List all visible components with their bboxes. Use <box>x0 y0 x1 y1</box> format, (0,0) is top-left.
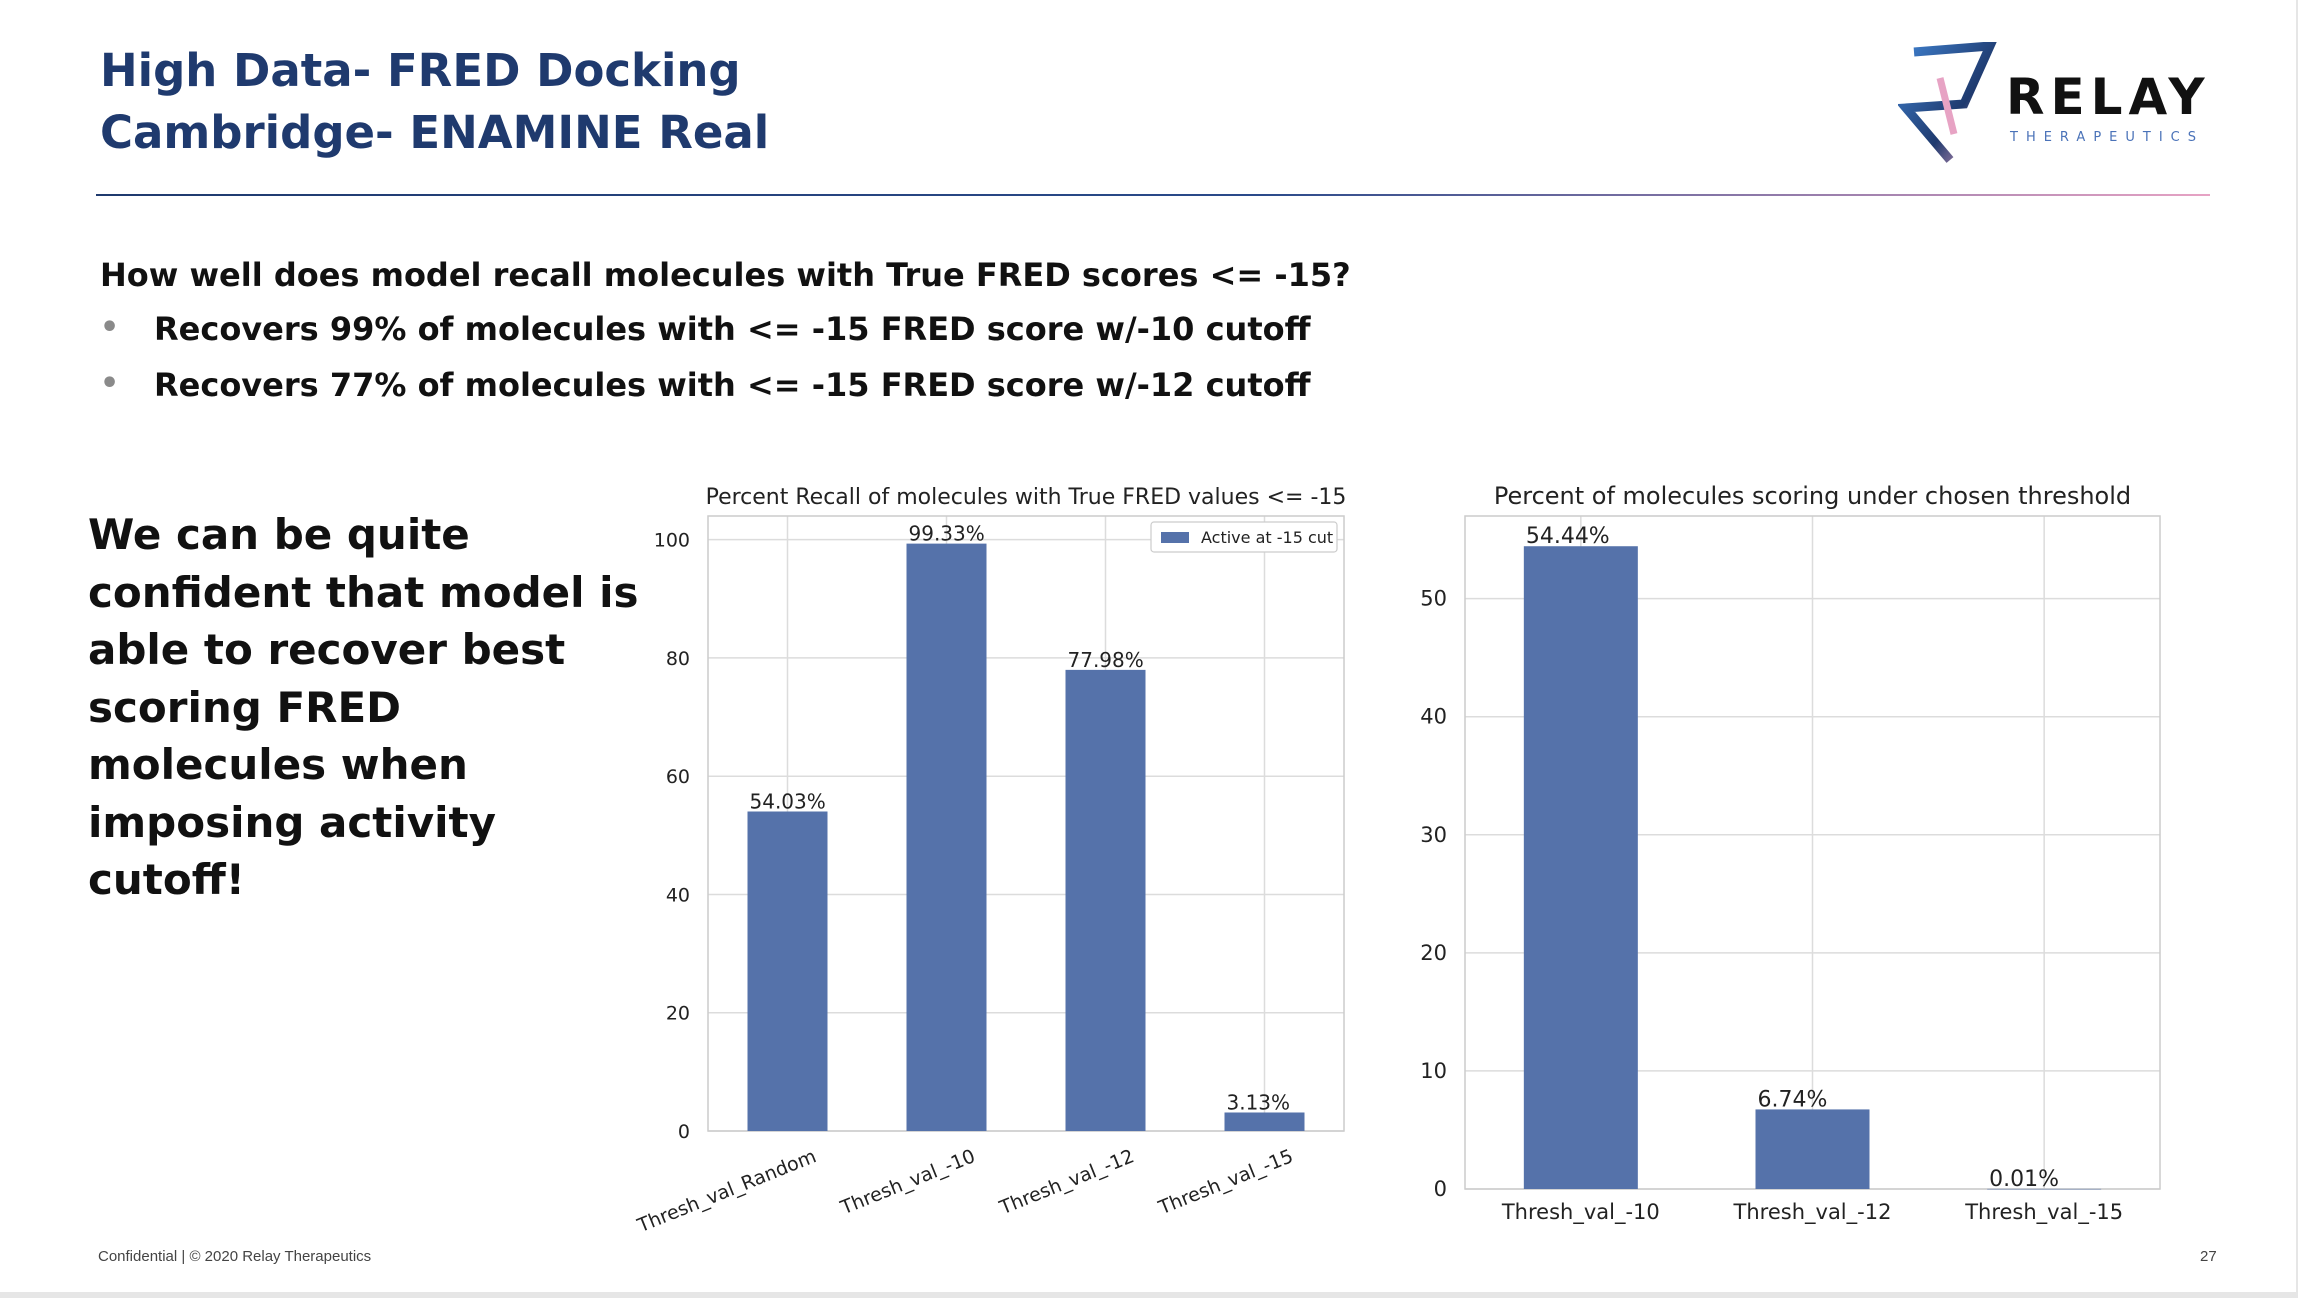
y-tick-label: 40 <box>1420 705 1447 729</box>
x-tick-label: Thresh_val_-15 <box>1155 1145 1297 1219</box>
y-tick-label: 20 <box>666 1003 690 1025</box>
relay-logo-icon <box>1898 42 1997 163</box>
bullet-text: Recovers 77% of molecules with <= -15 FR… <box>154 366 1311 404</box>
y-tick-label: 0 <box>678 1121 690 1143</box>
y-tick-label: 0 <box>1434 1177 1447 1201</box>
x-tick-label: Thresh_val_-10 <box>1501 1200 1660 1225</box>
footer-text: Confidential | © 2020 Relay Therapeutics <box>98 1248 372 1265</box>
bullet-dot-icon: • <box>100 366 120 401</box>
bar <box>1523 546 1638 1189</box>
chart-title: Percent of molecules scoring under chose… <box>1494 482 2131 510</box>
y-tick-label: 40 <box>666 884 690 906</box>
x-tick-label: Thresh_val_-12 <box>1733 1200 1892 1225</box>
bar <box>747 811 828 1131</box>
bar-value-label: 0.01% <box>1989 1167 2059 1192</box>
y-tick-label: 10 <box>1420 1059 1447 1083</box>
callout-text: We can be quite confident that model is … <box>88 510 639 904</box>
bar-value-label: 6.74% <box>1758 1087 1828 1112</box>
x-tick-label: Thresh_val_-15 <box>1964 1200 2123 1225</box>
bar <box>906 543 987 1131</box>
y-tick-label: 30 <box>1420 823 1447 847</box>
legend-label: Active at -15 cut <box>1201 528 1333 547</box>
bullet-text: Recovers 99% of molecules with <= -15 FR… <box>154 310 1311 348</box>
bar-value-label: 3.13% <box>1227 1090 1291 1114</box>
title-divider <box>96 194 2210 196</box>
y-tick-label: 80 <box>666 648 690 670</box>
bar <box>1224 1112 1305 1131</box>
legend-box <box>1150 521 1338 553</box>
x-tick-label: Thresh_val_-10 <box>837 1145 979 1219</box>
logo-wordmark: RELAY <box>2006 68 2211 126</box>
y-tick-label: 60 <box>666 766 690 788</box>
bar <box>1065 669 1146 1131</box>
page-number: 27 <box>2200 1248 2217 1265</box>
bar <box>1987 1188 2102 1190</box>
bar-value-label: 54.44% <box>1526 524 1610 549</box>
slide-title-line1: High Data- FRED Docking <box>100 44 741 97</box>
logo-subtitle: THERAPEUTICS <box>2010 130 2205 145</box>
bar-value-label: 99.33% <box>909 522 985 546</box>
bar-value-label: 77.98% <box>1068 648 1144 672</box>
chart-title: Percent Recall of molecules with True FR… <box>706 485 1347 510</box>
legend-swatch <box>1161 532 1189 543</box>
x-tick-label: Thresh_val_Random <box>634 1145 820 1237</box>
y-tick-label: 20 <box>1420 941 1447 965</box>
x-tick-label: Thresh_val_-12 <box>996 1145 1138 1219</box>
bar <box>1755 1109 1870 1189</box>
question-text: How well does model recall molecules wit… <box>100 256 1351 294</box>
bar-value-label: 54.03% <box>750 789 826 813</box>
y-tick-label: 50 <box>1420 587 1447 611</box>
slide-title-line2: Cambridge- ENAMINE Real <box>100 106 770 159</box>
y-tick-label: 100 <box>654 530 690 552</box>
plot-frame <box>707 515 1345 1132</box>
bullet-dot-icon: • <box>100 310 120 345</box>
